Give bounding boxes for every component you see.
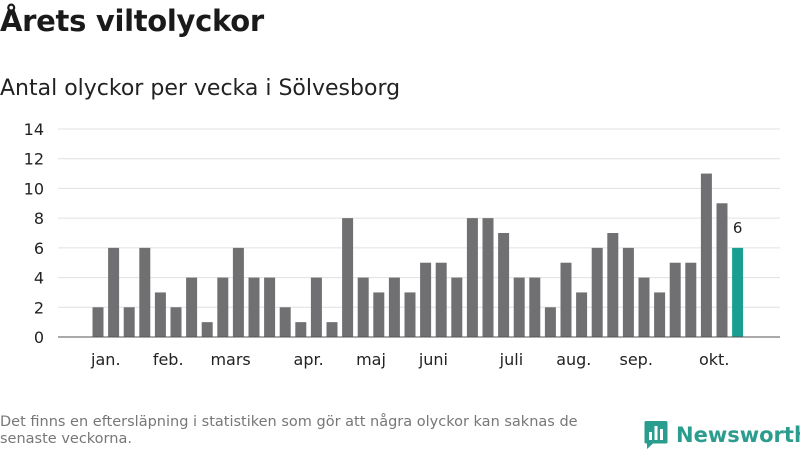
bar (139, 247, 151, 337)
bar (576, 292, 588, 337)
bar (201, 322, 213, 337)
x-tick-label: jan. (90, 350, 120, 369)
bar (248, 277, 260, 337)
y-axis-ticks: 0 2 4 6 8 10 12 14 (24, 120, 44, 347)
bar (186, 277, 198, 337)
bar (342, 218, 354, 337)
data-label: 6 (733, 219, 743, 237)
bar (232, 247, 244, 337)
bar (654, 292, 666, 337)
bar (544, 307, 556, 337)
y-tick-label: 4 (34, 269, 44, 288)
bar (295, 322, 307, 337)
y-tick-label: 12 (24, 150, 44, 169)
chart-subtitle: Antal olyckor per vecka i Sölvesborg (0, 76, 401, 101)
bar (123, 307, 135, 337)
x-tick-label: apr. (294, 350, 324, 369)
footnote: Det finns en eftersläpning i statistiken… (0, 414, 578, 447)
bar (357, 277, 369, 337)
bar (279, 307, 291, 337)
bar (264, 277, 276, 337)
bar (732, 247, 744, 337)
bar (310, 277, 322, 337)
bar (716, 203, 728, 337)
bar (638, 277, 650, 337)
bar (108, 247, 120, 337)
bar (388, 277, 400, 337)
bar (498, 233, 510, 337)
bar (420, 262, 432, 337)
x-tick-label: juli (499, 350, 523, 369)
x-axis-month-labels: jan. feb. mars apr. maj juni juli aug. sep. okt. (90, 350, 729, 369)
bar (373, 292, 385, 337)
bar (685, 262, 697, 337)
bar (669, 262, 681, 337)
x-tick-label: juni (418, 350, 448, 369)
y-tick-label: 2 (34, 298, 44, 317)
y-tick-label: 6 (34, 239, 44, 258)
bar (482, 218, 494, 337)
newsworthy-logo: Newsworthy (644, 419, 800, 451)
bars: 6 (92, 173, 744, 337)
bar (170, 307, 182, 337)
brand-name: Newsworthy (676, 423, 800, 447)
x-tick-label: maj (356, 350, 386, 369)
x-tick-label: aug. (556, 350, 591, 369)
x-tick-label: okt. (699, 350, 729, 369)
bar (529, 277, 541, 337)
bar (92, 307, 104, 337)
y-tick-label: 10 (24, 179, 44, 198)
bar (513, 277, 525, 337)
bar (466, 218, 478, 337)
bar (622, 247, 634, 337)
bar (326, 322, 338, 337)
bar (435, 262, 447, 337)
bar-chart-logo-icon (644, 421, 668, 449)
chart-title: Årets viltolyckor (0, 4, 264, 38)
bar (700, 173, 712, 337)
y-tick-label: 0 (34, 328, 44, 347)
y-tick-label: 14 (24, 120, 44, 139)
x-tick-label: feb. (153, 350, 184, 369)
y-tick-label: 8 (34, 209, 44, 228)
bar (607, 233, 619, 337)
x-tick-label: mars (210, 350, 250, 369)
bar (154, 292, 166, 337)
bar (404, 292, 416, 337)
bar (451, 277, 463, 337)
bar (560, 262, 572, 337)
bar (591, 247, 603, 337)
x-tick-label: sep. (619, 350, 652, 369)
bar (217, 277, 229, 337)
